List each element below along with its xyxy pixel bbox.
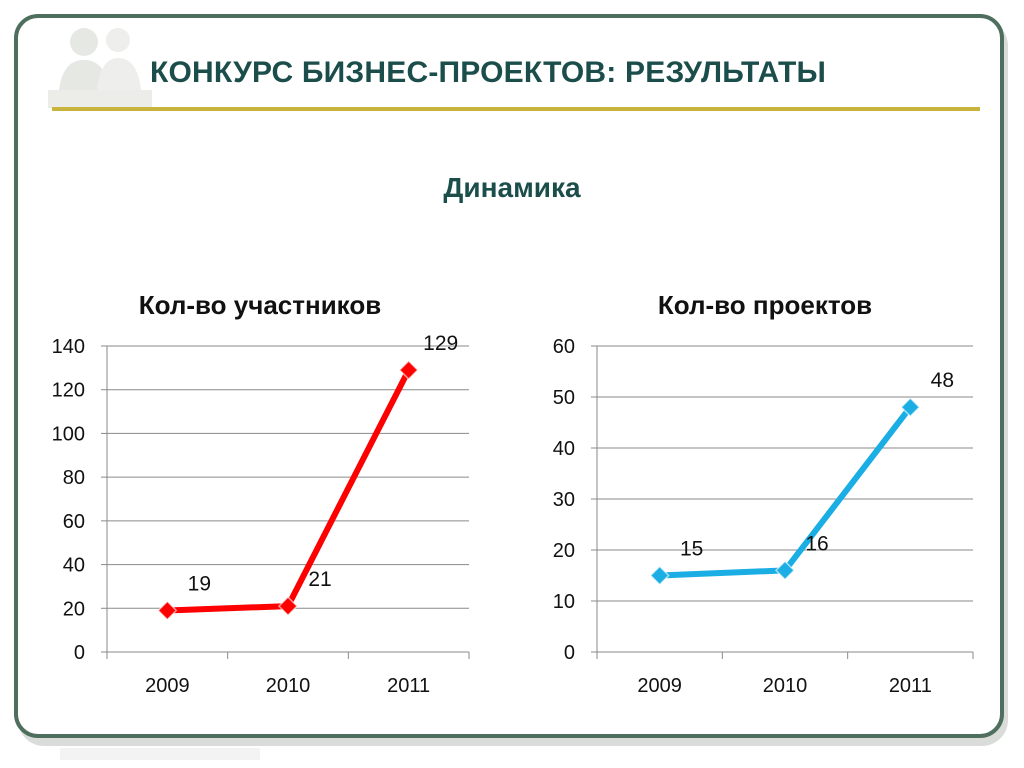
projects-y-tick-label: 30 — [553, 489, 575, 511]
participants-y-tick-label: 40 — [63, 555, 85, 577]
participants-y-tick-label: 0 — [74, 642, 85, 664]
participants-x-tick-label: 2010 — [266, 675, 311, 697]
projects-y-tick-label: 10 — [553, 591, 575, 613]
participants-y-tick-label: 100 — [52, 423, 85, 445]
participants-y-tick-label: 60 — [63, 511, 85, 533]
projects-data-label: 48 — [931, 369, 954, 392]
projects-data-point — [774, 560, 796, 581]
participants-data-label: 21 — [308, 568, 331, 591]
participants-x-tick-label: 2009 — [145, 675, 190, 697]
chart-title-projects: Кол-во проектов — [657, 290, 873, 320]
projects-x-tick-label: 2010 — [763, 675, 808, 697]
participants-data-point — [277, 596, 299, 617]
slide-frame — [14, 14, 1004, 738]
participants-y-tick-label: 80 — [63, 467, 85, 489]
projects-y-tick-label: 40 — [553, 438, 575, 460]
participants-data-label: 129 — [423, 332, 458, 355]
footer-ghost-text — [60, 748, 260, 760]
participants-data-point — [157, 600, 178, 621]
projects-data-point — [900, 397, 921, 418]
participants-data-point — [398, 359, 419, 381]
title-divider — [52, 107, 980, 111]
participants-y-tick-label: 20 — [63, 598, 85, 620]
projects-x-tick-label: 2009 — [637, 675, 682, 697]
business-people-logo — [48, 28, 152, 108]
slide-subtitle: Динамика — [443, 172, 581, 203]
projects-y-tick-label: 60 — [553, 336, 575, 358]
participants-y-tick-label: 120 — [52, 380, 85, 402]
projects-x-tick-label: 2011 — [889, 675, 932, 697]
projects-data-label: 15 — [680, 538, 703, 561]
chart-title-participants: Кол-во участников — [138, 290, 382, 320]
projects-y-tick-label: 0 — [564, 642, 575, 664]
projects-y-tick-label: 50 — [553, 387, 575, 409]
participants-data-label: 19 — [188, 572, 211, 595]
participants-y-tick-label: 140 — [52, 336, 85, 358]
projects-y-tick-label: 20 — [553, 540, 575, 562]
slide-title: КОНКУРС БИЗНЕС-ПРОЕКТОВ: РЕЗУЛЬТАТЫ — [150, 56, 827, 89]
projects-data-point — [649, 565, 670, 586]
participants-x-tick-label: 2011 — [387, 675, 430, 697]
projects-data-label: 16 — [805, 532, 828, 555]
